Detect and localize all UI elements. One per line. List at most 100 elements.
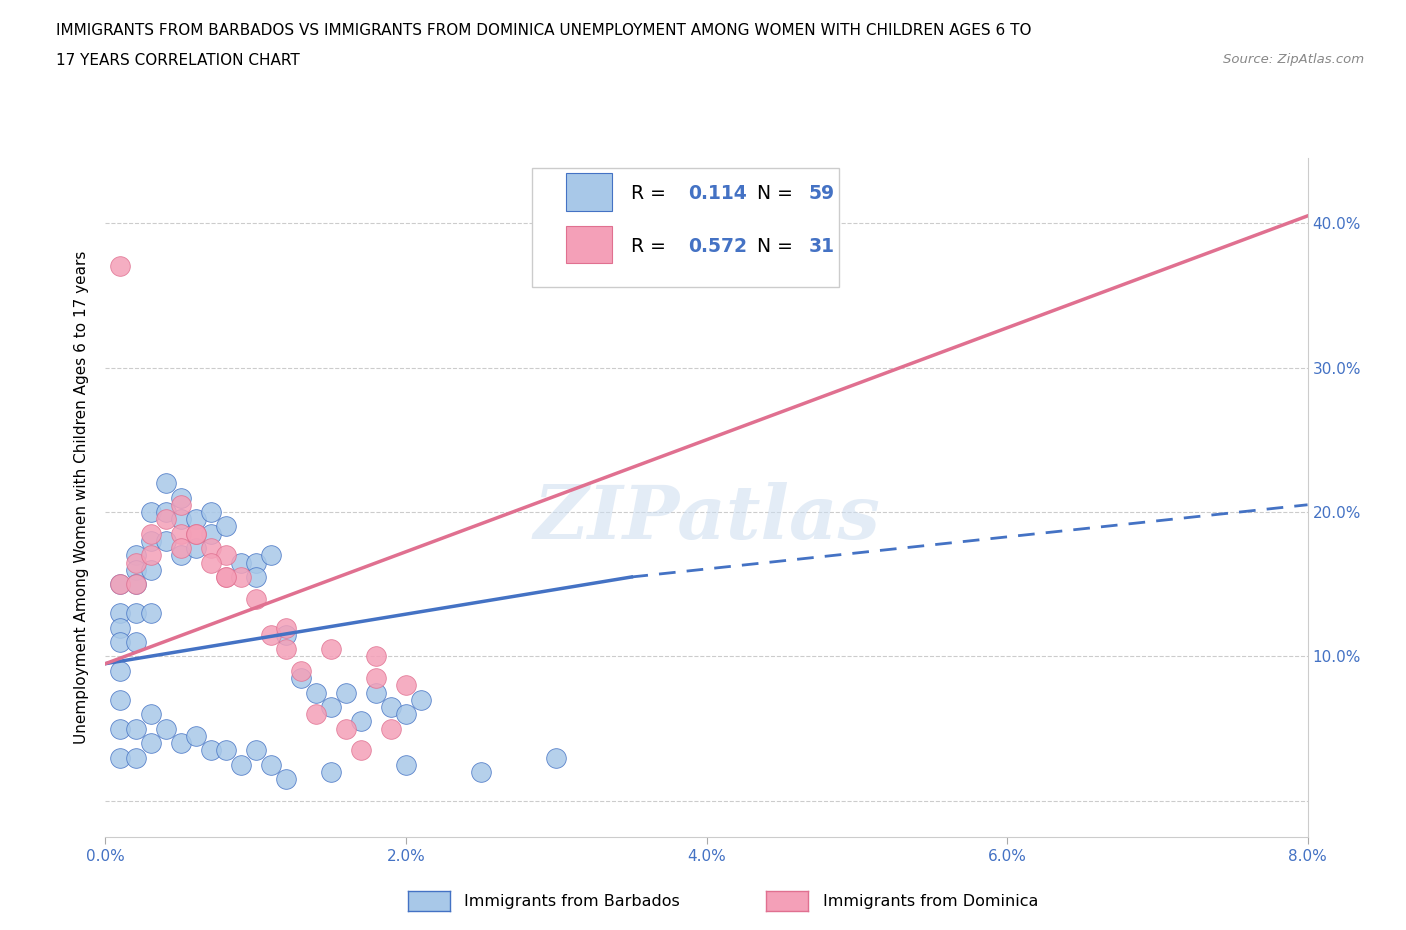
Point (319, 764, 342, 779)
Point (110, 634, 132, 649)
Text: N =: N = (756, 237, 799, 256)
Point (110, 663, 132, 678)
Point (155, 534, 177, 549)
Point (350, 714, 373, 729)
Point (260, 757, 283, 772)
Point (245, 555, 267, 570)
Point (200, 555, 222, 570)
Point (380, 722, 402, 737)
Text: 59: 59 (808, 184, 835, 204)
Point (110, 259, 132, 273)
Point (290, 671, 312, 685)
Point (139, 526, 162, 541)
Point (139, 707, 162, 722)
Point (139, 605, 162, 620)
Point (110, 620, 132, 635)
Text: R =: R = (631, 184, 672, 204)
Y-axis label: Unemployment Among Women with Children Ages 6 to 17 years: Unemployment Among Women with Children A… (75, 251, 90, 744)
Point (364, 685, 387, 700)
Text: 0.572: 0.572 (689, 237, 748, 256)
Point (184, 526, 207, 541)
Point (124, 722, 146, 737)
Point (139, 505, 162, 520)
Point (169, 526, 191, 541)
Point (169, 548, 191, 563)
FancyBboxPatch shape (565, 226, 612, 263)
Point (470, 764, 492, 779)
Point (169, 490, 191, 505)
Point (200, 743, 222, 758)
Point (305, 707, 328, 722)
Point (110, 577, 132, 591)
Text: Source: ZipAtlas.com: Source: ZipAtlas.com (1223, 53, 1364, 66)
Point (139, 548, 162, 563)
Point (364, 649, 387, 664)
Point (214, 519, 236, 534)
Text: ZIPatlas: ZIPatlas (533, 482, 880, 554)
Point (335, 685, 357, 700)
Point (214, 569, 236, 584)
Point (274, 772, 297, 787)
Point (335, 722, 357, 737)
Point (245, 591, 267, 606)
Text: N =: N = (756, 184, 799, 204)
Point (124, 577, 146, 591)
Point (124, 605, 146, 620)
Point (260, 628, 283, 643)
Point (110, 692, 132, 707)
Point (260, 548, 283, 563)
Point (305, 685, 328, 700)
Point (184, 540, 207, 555)
Point (124, 577, 146, 591)
Point (184, 526, 207, 541)
Point (274, 628, 297, 643)
Point (409, 692, 432, 707)
Text: 17 YEARS CORRELATION CHART: 17 YEARS CORRELATION CHART (56, 53, 299, 68)
Point (395, 707, 418, 722)
Point (274, 642, 297, 657)
Text: IMMIGRANTS FROM BARBADOS VS IMMIGRANTS FROM DOMINICA UNEMPLOYMENT AMONG WOMEN WI: IMMIGRANTS FROM BARBADOS VS IMMIGRANTS F… (56, 23, 1032, 38)
Point (169, 736, 191, 751)
Text: R =: R = (631, 237, 672, 256)
Point (139, 563, 162, 578)
Point (155, 512, 177, 526)
Point (169, 540, 191, 555)
Point (124, 555, 146, 570)
Point (124, 634, 146, 649)
Text: 31: 31 (808, 237, 835, 256)
Point (124, 548, 146, 563)
Point (274, 620, 297, 635)
Point (214, 569, 236, 584)
Point (319, 642, 342, 657)
Point (229, 569, 252, 584)
Point (214, 548, 236, 563)
Point (200, 526, 222, 541)
Point (229, 757, 252, 772)
Point (169, 512, 191, 526)
Point (110, 751, 132, 765)
Point (184, 728, 207, 743)
Point (229, 555, 252, 570)
Point (110, 722, 132, 737)
Point (139, 534, 162, 549)
FancyBboxPatch shape (565, 173, 612, 211)
Point (200, 540, 222, 555)
Point (214, 743, 236, 758)
Point (169, 498, 191, 512)
Point (155, 722, 177, 737)
Point (139, 736, 162, 751)
Point (184, 512, 207, 526)
Point (124, 751, 146, 765)
Point (364, 671, 387, 685)
Point (155, 505, 177, 520)
FancyBboxPatch shape (533, 168, 839, 287)
Point (380, 699, 402, 714)
Point (546, 751, 568, 765)
Point (155, 475, 177, 490)
Point (200, 505, 222, 520)
Point (395, 757, 418, 772)
Point (245, 743, 267, 758)
Point (319, 699, 342, 714)
Point (110, 605, 132, 620)
Text: 0.114: 0.114 (689, 184, 747, 204)
